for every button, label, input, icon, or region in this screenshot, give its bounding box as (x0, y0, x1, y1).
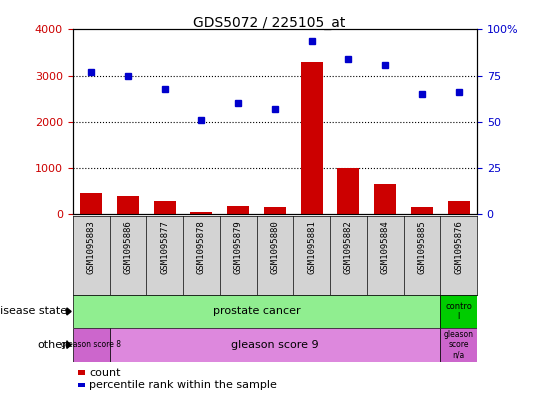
Bar (80, 193, 102, 214)
Bar (337, 168, 360, 214)
Text: gleason
score
n/a: gleason score n/a (444, 330, 474, 360)
Bar (227, 206, 249, 214)
Text: count: count (89, 367, 120, 378)
Bar (117, 196, 139, 214)
Text: prostate cancer: prostate cancer (213, 307, 300, 316)
Text: GSM1095886: GSM1095886 (123, 220, 133, 274)
Text: GSM1095879: GSM1095879 (233, 220, 243, 274)
Text: GSM1095885: GSM1095885 (417, 220, 426, 274)
Text: gleason score 8: gleason score 8 (61, 340, 121, 349)
Text: percentile rank within the sample: percentile rank within the sample (89, 380, 277, 390)
Text: gleason score 9: gleason score 9 (231, 340, 319, 350)
Bar (447, 202, 469, 214)
Text: GSM1095883: GSM1095883 (87, 220, 95, 274)
Text: GSM1095881: GSM1095881 (307, 220, 316, 274)
Bar (374, 184, 396, 214)
Text: contro
l: contro l (445, 302, 472, 321)
Bar (190, 212, 212, 214)
Bar (109, 328, 440, 362)
Text: GSM1095878: GSM1095878 (197, 220, 206, 274)
Text: GSM1095880: GSM1095880 (271, 220, 279, 274)
Bar (440, 295, 477, 328)
Text: other: other (38, 340, 67, 350)
Bar (154, 202, 176, 214)
Bar (264, 207, 286, 214)
Text: disease state: disease state (0, 307, 67, 316)
Text: GSM1095877: GSM1095877 (160, 220, 169, 274)
Bar (411, 207, 433, 214)
Text: GSM1095882: GSM1095882 (344, 220, 353, 274)
Bar (301, 62, 323, 214)
Bar (440, 328, 477, 362)
Text: GSM1095884: GSM1095884 (381, 220, 390, 274)
Text: GDS5072 / 225105_at: GDS5072 / 225105_at (194, 16, 345, 30)
Bar (73, 328, 109, 362)
Text: GSM1095876: GSM1095876 (454, 220, 463, 274)
